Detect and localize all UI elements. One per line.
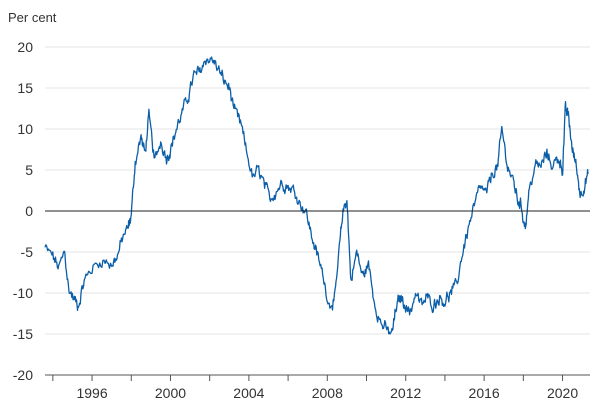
x-axis <box>45 374 590 381</box>
x-tick-label: 2012 <box>390 385 421 401</box>
x-tick-label: 2008 <box>312 385 343 401</box>
y-tick-label: 5 <box>25 162 33 178</box>
y-axis-unit-label: Per cent <box>8 10 57 25</box>
x-tick-label: 2016 <box>469 385 500 401</box>
x-tick-label: 1996 <box>76 385 107 401</box>
y-tick-label: 10 <box>17 121 33 137</box>
series-line <box>44 56 589 335</box>
y-tick-label: 0 <box>25 203 33 219</box>
y-tick-label: 20 <box>17 39 33 55</box>
y-tick-label: -20 <box>13 367 33 383</box>
y-tick-label: -10 <box>13 285 33 301</box>
axis-labels: 20 15 10 5 0 -5 -10 -15 -20 1996 2000 2004 2008 2012 2… <box>13 39 579 401</box>
y-tick-label: -15 <box>13 326 33 342</box>
x-tick-label: 2000 <box>155 385 186 401</box>
x-tick-label: 2020 <box>547 385 578 401</box>
y-tick-label: 15 <box>17 80 33 96</box>
x-tick-label: 2004 <box>233 385 264 401</box>
plot-area <box>44 56 590 335</box>
y-tick-label: -5 <box>21 244 34 260</box>
